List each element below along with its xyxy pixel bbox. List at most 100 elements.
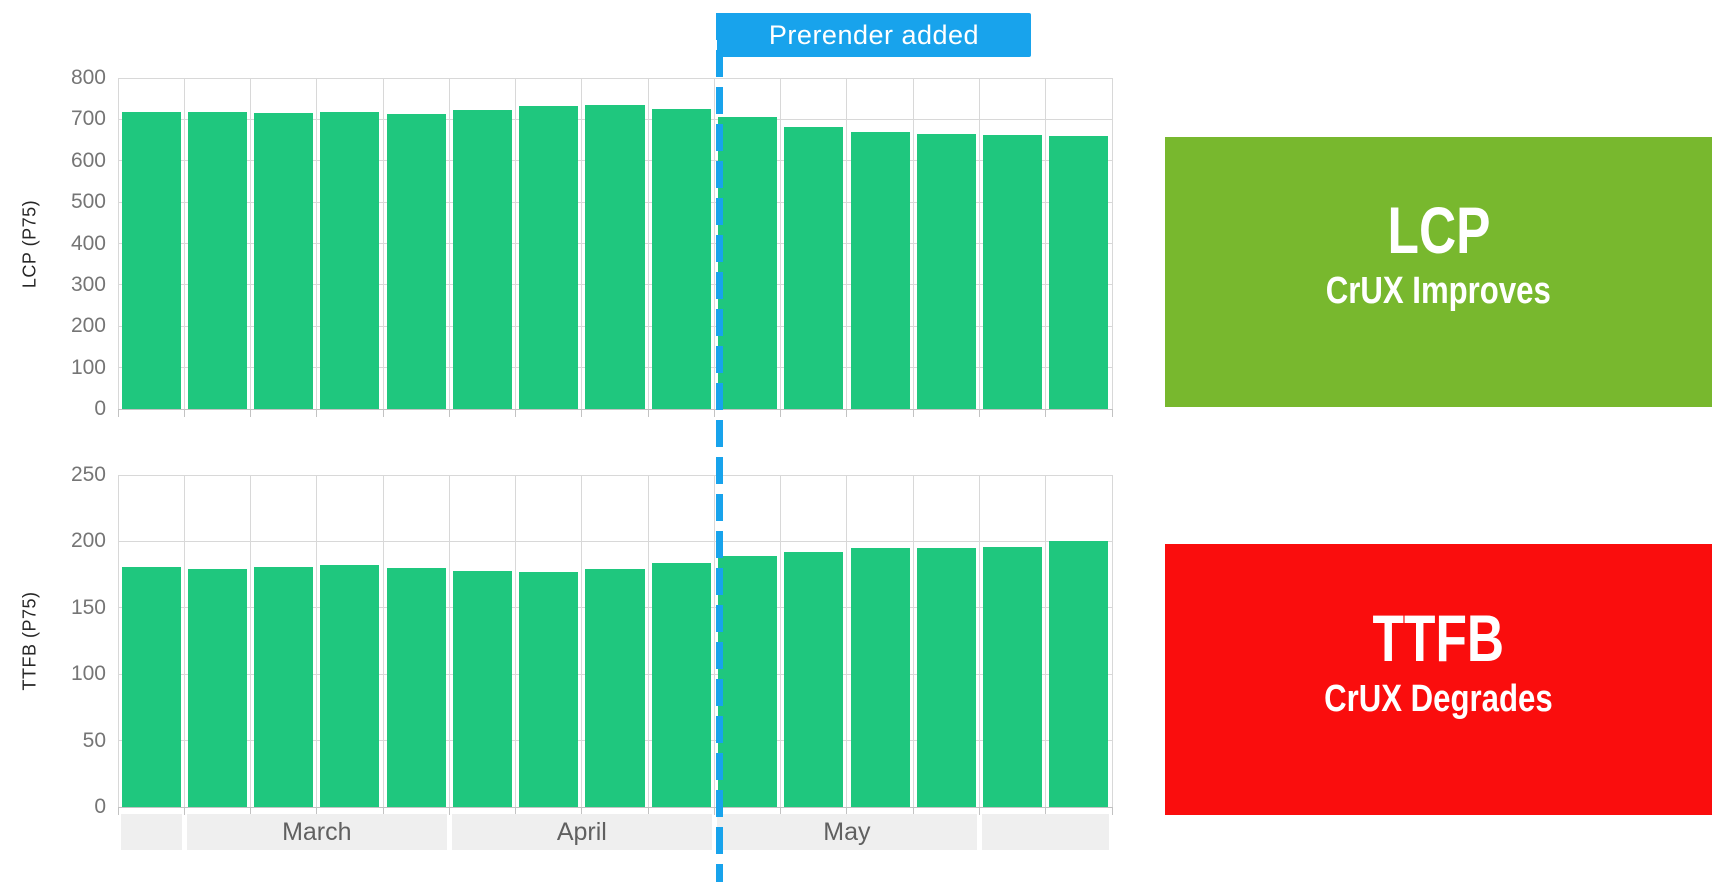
prerender-annotation-label: Prerender added <box>717 13 1031 57</box>
x-axis-tick <box>316 409 318 417</box>
bar-ttfb-week-9 <box>651 562 711 807</box>
x-axis-tick <box>647 409 649 417</box>
x-axis-tick <box>713 409 715 417</box>
grid-line-vertical <box>713 78 715 409</box>
lcp-result-badge: LCP CrUX Improves <box>1165 137 1712 407</box>
x-axis-tick <box>846 409 848 417</box>
bar-ttfb-week-10 <box>718 556 778 807</box>
grid-line-vertical <box>581 78 583 409</box>
grid-line-vertical <box>1045 475 1047 807</box>
bar-lcp-week-8 <box>585 105 645 409</box>
x-axis-tick <box>250 807 252 815</box>
x-axis-tick <box>1111 807 1113 815</box>
bar-ttfb-week-14 <box>983 546 1043 807</box>
lcp-badge-subtitle: CrUX Improves <box>1325 270 1552 313</box>
bar-lcp-week-2 <box>187 111 247 409</box>
grid-line-vertical <box>515 475 517 807</box>
x-axis-tick <box>183 807 185 815</box>
grid-line-vertical <box>515 78 517 409</box>
y-axis-tick-label: 200 <box>70 529 106 553</box>
grid-line-vertical <box>117 475 119 807</box>
bar-lcp-week-14 <box>983 134 1043 409</box>
y-axis-tick-label: 50 <box>82 728 106 752</box>
grid-line-vertical <box>780 475 782 807</box>
x-axis-tick <box>1045 807 1047 815</box>
bar-ttfb-week-2 <box>187 569 247 807</box>
bar-ttfb-week-7 <box>519 571 579 807</box>
bar-ttfb-week-13 <box>916 548 976 807</box>
grid-line-horizontal <box>118 540 1112 542</box>
grid-line-vertical <box>382 78 384 409</box>
grid-line-vertical <box>382 475 384 807</box>
bar-ttfb-week-6 <box>452 570 512 807</box>
bar-lcp-week-4 <box>320 112 380 409</box>
grid-line-vertical <box>183 78 185 409</box>
month-band-april: April <box>451 814 712 850</box>
bar-ttfb-week-4 <box>320 565 380 807</box>
grid-line-vertical <box>647 78 649 409</box>
x-axis-tick <box>780 807 782 815</box>
bar-ttfb-week-11 <box>784 552 844 807</box>
grid-line-vertical <box>713 475 715 807</box>
x-axis-tick <box>581 807 583 815</box>
bar-lcp-week-5 <box>386 113 446 409</box>
ttfb-badge-title: TTFB <box>1372 600 1505 675</box>
y-axis-tick-label: 300 <box>70 272 106 296</box>
y-axis-tick-label: 0 <box>94 795 106 818</box>
x-axis-tick <box>448 807 450 815</box>
x-axis-tick <box>117 409 119 417</box>
grid-line-vertical <box>448 78 450 409</box>
grid-line-vertical <box>316 78 318 409</box>
grid-line-vertical <box>647 475 649 807</box>
x-axis-tick <box>316 807 318 815</box>
y-axis-tick-label: 100 <box>70 355 106 379</box>
bar-lcp-week-7 <box>519 106 579 409</box>
grid-line-vertical <box>1111 78 1113 409</box>
bar-ttfb-week-12 <box>850 548 910 807</box>
x-axis-tick <box>515 409 517 417</box>
y-axis-tick-label: 100 <box>70 662 106 686</box>
month-band-may: May <box>716 814 977 850</box>
x-axis-tick <box>515 807 517 815</box>
x-axis-tick <box>713 807 715 815</box>
bar-lcp-week-10 <box>718 116 778 409</box>
grid-line-vertical <box>250 78 252 409</box>
grid-line-vertical <box>912 78 914 409</box>
grid-line-vertical <box>1045 78 1047 409</box>
grid-line-vertical <box>1111 475 1113 807</box>
month-band-unlabeled <box>120 814 182 850</box>
x-axis-tick <box>978 807 980 815</box>
bar-ttfb-week-5 <box>386 567 446 807</box>
month-band-march: March <box>186 814 447 850</box>
y-axis-tick-label: 500 <box>70 190 106 214</box>
grid-line-vertical <box>846 78 848 409</box>
bar-ttfb-week-1 <box>121 566 181 807</box>
prerender-divider-line <box>716 13 723 882</box>
lcp-badge-title: LCP <box>1387 193 1490 268</box>
bar-lcp-week-6 <box>452 109 512 409</box>
x-axis-tick <box>780 409 782 417</box>
y-axis-tick-label: 0 <box>94 397 106 420</box>
y-axis-tick-label: 250 <box>70 463 106 486</box>
y-axis-tick-label: 800 <box>70 66 106 89</box>
y-axis-tick-label: 200 <box>70 314 106 338</box>
x-axis-tick <box>978 409 980 417</box>
grid-line-vertical <box>581 475 583 807</box>
y-axis-tick-label: 400 <box>70 231 106 255</box>
bar-ttfb-week-3 <box>254 566 314 807</box>
grid-line-vertical <box>316 475 318 807</box>
x-axis-tick <box>183 409 185 417</box>
bar-lcp-week-1 <box>121 111 181 409</box>
grid-line-vertical <box>448 475 450 807</box>
x-axis-tick <box>647 807 649 815</box>
lcp-chart-plot-area <box>117 77 1113 410</box>
month-band-unlabeled <box>981 814 1110 850</box>
x-axis-tick <box>250 409 252 417</box>
grid-line-vertical <box>250 475 252 807</box>
x-axis-tick <box>581 409 583 417</box>
grid-line-horizontal <box>118 77 1112 79</box>
ttfb-result-badge: TTFB CrUX Degrades <box>1165 544 1712 815</box>
x-axis-tick <box>912 409 914 417</box>
ttfb-badge-subtitle: CrUX Degrades <box>1324 677 1553 720</box>
prerender-annotation-text: Prerender added <box>768 19 980 50</box>
